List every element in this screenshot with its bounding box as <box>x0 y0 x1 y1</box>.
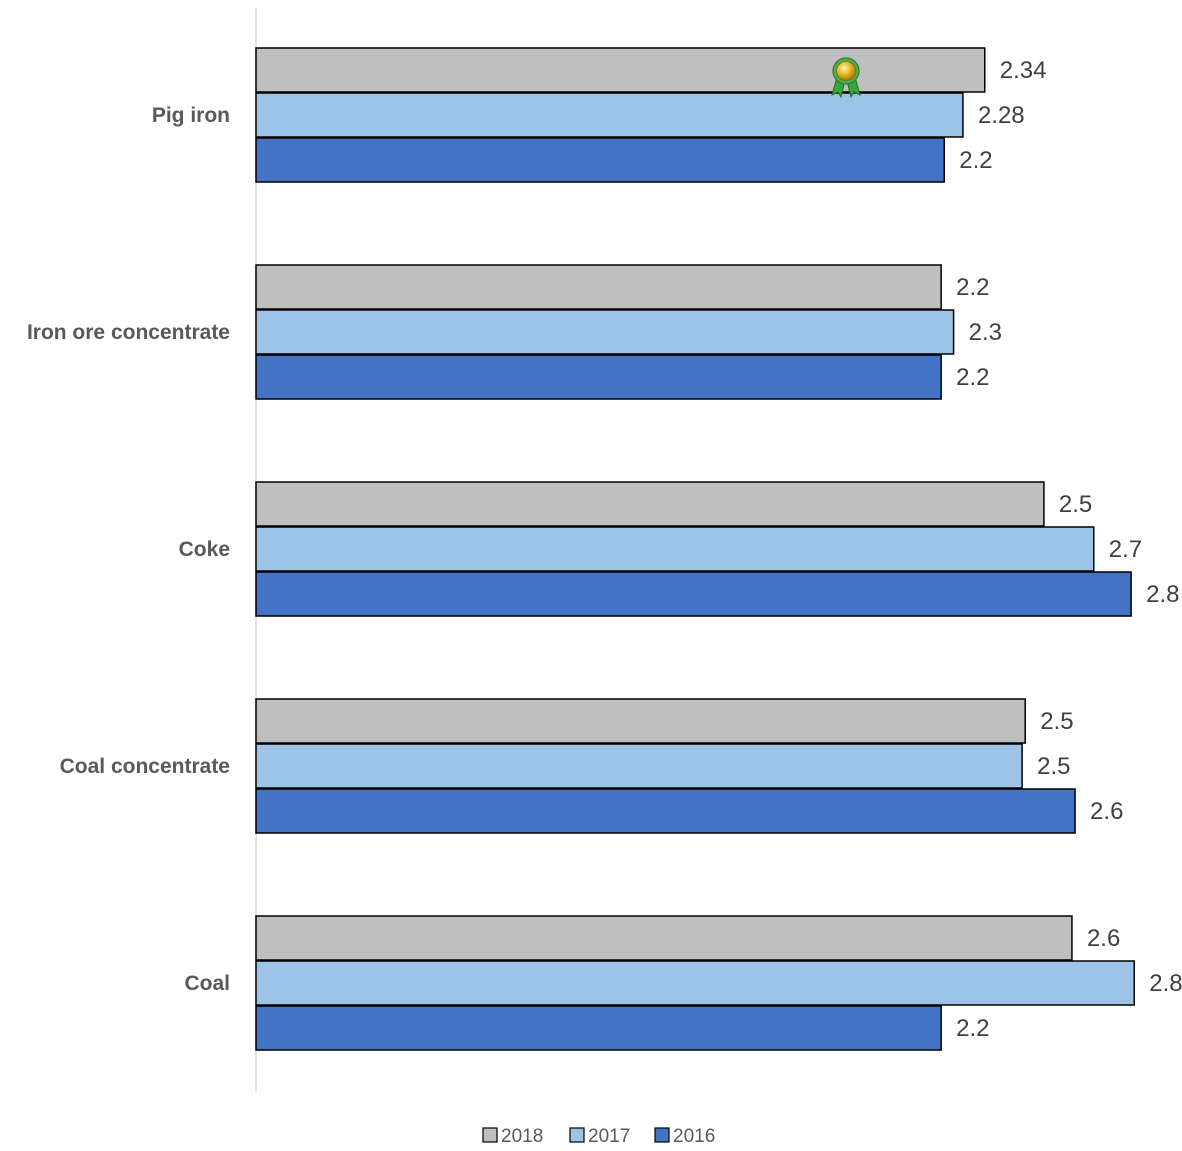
value-label-coal-concentrate-2018: 2.5 <box>1040 708 1073 735</box>
category-label-pig-iron: Pig iron <box>152 104 230 127</box>
legend: 2018 2017 2016 <box>482 1126 715 1147</box>
value-label-coal-2018: 2.6 <box>1087 925 1120 952</box>
award-ribbon-icon <box>831 57 861 99</box>
value-label-iron-ore-concentrate-2017: 2.3 <box>969 319 1002 346</box>
legend-swatch-2016 <box>654 1127 670 1143</box>
value-label-pig-iron-2017: 2.28 <box>978 102 1025 129</box>
category-label-coal-concentrate: Coal concentrate <box>60 755 230 778</box>
bar-pig-iron-2017 <box>255 92 964 138</box>
bar-coal-2017 <box>255 960 1135 1006</box>
bar-coke-2017 <box>255 526 1095 572</box>
value-label-coal-2017: 2.8 <box>1149 970 1182 997</box>
bar-iron-ore-concentrate-2016 <box>255 354 942 400</box>
legend-swatch-2018 <box>482 1127 498 1143</box>
legend-label-2016: 2016 <box>673 1126 715 1147</box>
bar-coal-2018 <box>255 915 1073 961</box>
bar-iron-ore-concentrate-2018 <box>255 264 942 310</box>
legend-swatch-2017 <box>569 1127 585 1143</box>
bar-pig-iron-2016 <box>255 137 946 183</box>
category-label-iron-ore-concentrate: Iron ore concentrate <box>27 321 230 344</box>
value-label-coke-2018: 2.5 <box>1059 491 1092 518</box>
legend-label-2017: 2017 <box>588 1126 630 1147</box>
bar-coal-concentrate-2016 <box>255 788 1076 834</box>
bar-coal-2016 <box>255 1005 942 1051</box>
bar-coal-concentrate-2017 <box>255 743 1023 789</box>
value-label-iron-ore-concentrate-2016: 2.2 <box>956 364 989 391</box>
bar-pig-iron-2018 <box>255 47 986 93</box>
value-label-coal-2016: 2.2 <box>956 1015 989 1042</box>
value-label-iron-ore-concentrate-2018: 2.2 <box>956 274 989 301</box>
value-label-pig-iron-2016: 2.2 <box>959 147 992 174</box>
bar-coke-2016 <box>255 571 1132 617</box>
category-label-coke: Coke <box>179 538 230 561</box>
bar-iron-ore-concentrate-2017 <box>255 309 955 355</box>
value-label-coal-concentrate-2016: 2.6 <box>1090 798 1123 825</box>
value-label-pig-iron-2018: 2.34 <box>1000 57 1047 84</box>
value-label-coke-2017: 2.7 <box>1109 536 1142 563</box>
bar-coke-2018 <box>255 481 1045 527</box>
bar-coal-concentrate-2018 <box>255 698 1026 744</box>
category-label-coal: Coal <box>184 972 230 995</box>
value-label-coal-concentrate-2017: 2.5 <box>1037 753 1070 780</box>
legend-label-2018: 2018 <box>501 1126 543 1147</box>
value-label-coke-2016: 2.8 <box>1146 581 1179 608</box>
